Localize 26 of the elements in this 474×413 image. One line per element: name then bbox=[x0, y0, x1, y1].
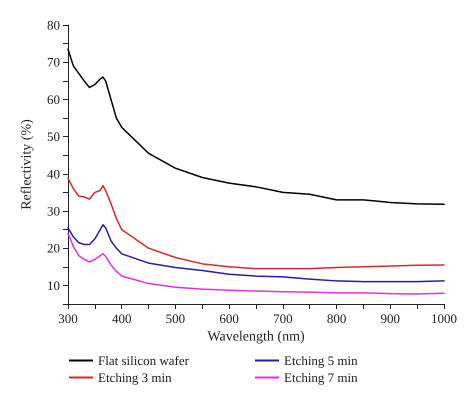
x-tick-label: 600 bbox=[219, 311, 239, 326]
x-tick-label: 300 bbox=[58, 311, 78, 326]
x-tick-label: 900 bbox=[380, 311, 400, 326]
y-tick-label: 80 bbox=[47, 18, 60, 32]
y-tick-label: 60 bbox=[47, 92, 60, 107]
legend-label: Etching 5 min bbox=[284, 353, 358, 368]
y-tick-label: 70 bbox=[47, 54, 60, 70]
x-tick-label: 400 bbox=[112, 311, 132, 326]
x-axis-title: Wavelength (nm) bbox=[207, 330, 305, 344]
legend-label: Etching 3 min bbox=[98, 370, 172, 385]
y-tick-label: 10 bbox=[47, 278, 60, 293]
x-tick-label: 1000 bbox=[431, 311, 457, 326]
x-tick-label: 700 bbox=[273, 311, 293, 326]
line-series bbox=[67, 224, 445, 282]
y-tick-label: 20 bbox=[47, 240, 60, 256]
x-tick-label: 800 bbox=[326, 311, 346, 326]
legend-label: Etching 7 min bbox=[284, 370, 358, 385]
y-tick-label: 50 bbox=[47, 129, 60, 144]
y-axis-title: Reflectivity (%) bbox=[20, 118, 34, 210]
line-series bbox=[67, 48, 445, 206]
x-tick-label: 500 bbox=[166, 311, 186, 326]
legend-label: Flat silicon wafer bbox=[98, 353, 190, 368]
line-series bbox=[67, 178, 445, 270]
line-series bbox=[67, 232, 445, 295]
y-tick-label: 30 bbox=[47, 204, 60, 218]
y-tick-label: 40 bbox=[47, 166, 60, 182]
